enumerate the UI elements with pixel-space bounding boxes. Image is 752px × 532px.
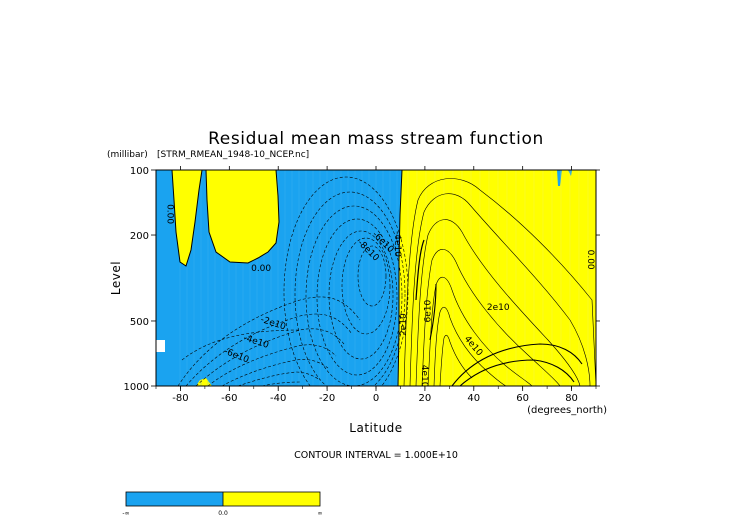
- x-tick-label: 40: [467, 393, 480, 404]
- chart-title: Residual mean mass stream function: [208, 129, 544, 149]
- y-units-label: (millibar): [107, 150, 148, 160]
- colorbar-positive: [223, 492, 320, 506]
- contour-label: 0.00: [251, 264, 271, 274]
- colorbar: -∞ 0.0 ∞: [122, 491, 323, 517]
- colorbar-label-max: ∞: [318, 510, 323, 517]
- y-axis-label: Level: [109, 261, 123, 295]
- x-tick-label: 20: [419, 393, 432, 404]
- contour-label: 0.00: [585, 250, 595, 270]
- contour-lines: [171, 170, 596, 386]
- y-tick-label: 200: [130, 231, 149, 242]
- negative-fill: [156, 170, 402, 386]
- colorbar-negative: [126, 492, 223, 506]
- colorbar-label-min: -∞: [122, 510, 129, 517]
- contour-label: -4e10: [392, 231, 402, 257]
- x-tick-label: 0: [373, 393, 379, 404]
- plot-area: 0.000.000.00-2e10-4e10-6e10-8e10-6e10-4e…: [156, 170, 596, 388]
- contour-label: 0.00: [165, 204, 175, 224]
- dataset-label: [STRM_RMEAN_1948-10_NCEP.nc]: [157, 150, 309, 160]
- contour-interval-text: CONTOUR INTERVAL = 1.000E+10: [294, 450, 458, 461]
- contour-label: 4e10: [419, 365, 429, 388]
- x-tick-label: -40: [270, 393, 286, 404]
- x-tick-label: 60: [516, 393, 529, 404]
- missing-data-patch: [156, 340, 165, 352]
- x-axis-label: Latitude: [349, 421, 402, 435]
- x-units-label: (degrees_north): [527, 405, 607, 416]
- x-axis: -80 -60 -40 -20 0 20 40 60 80: [155, 166, 597, 404]
- y-tick-label: 100: [130, 166, 149, 177]
- y-axis: 100 200 500 1000: [124, 166, 600, 393]
- contour-label: 6e10: [423, 299, 433, 322]
- x-tick-label: -20: [319, 393, 335, 404]
- y-tick-label: 1000: [124, 382, 149, 393]
- x-tick-label: -60: [221, 393, 237, 404]
- colorbar-label-zero: 0.0: [218, 510, 228, 517]
- contour-label: 2e10: [399, 313, 409, 336]
- y-tick-label: 500: [130, 317, 149, 328]
- contour-label: 2e10: [487, 303, 510, 313]
- x-tick-label: -80: [172, 393, 188, 404]
- x-tick-label: 80: [565, 393, 578, 404]
